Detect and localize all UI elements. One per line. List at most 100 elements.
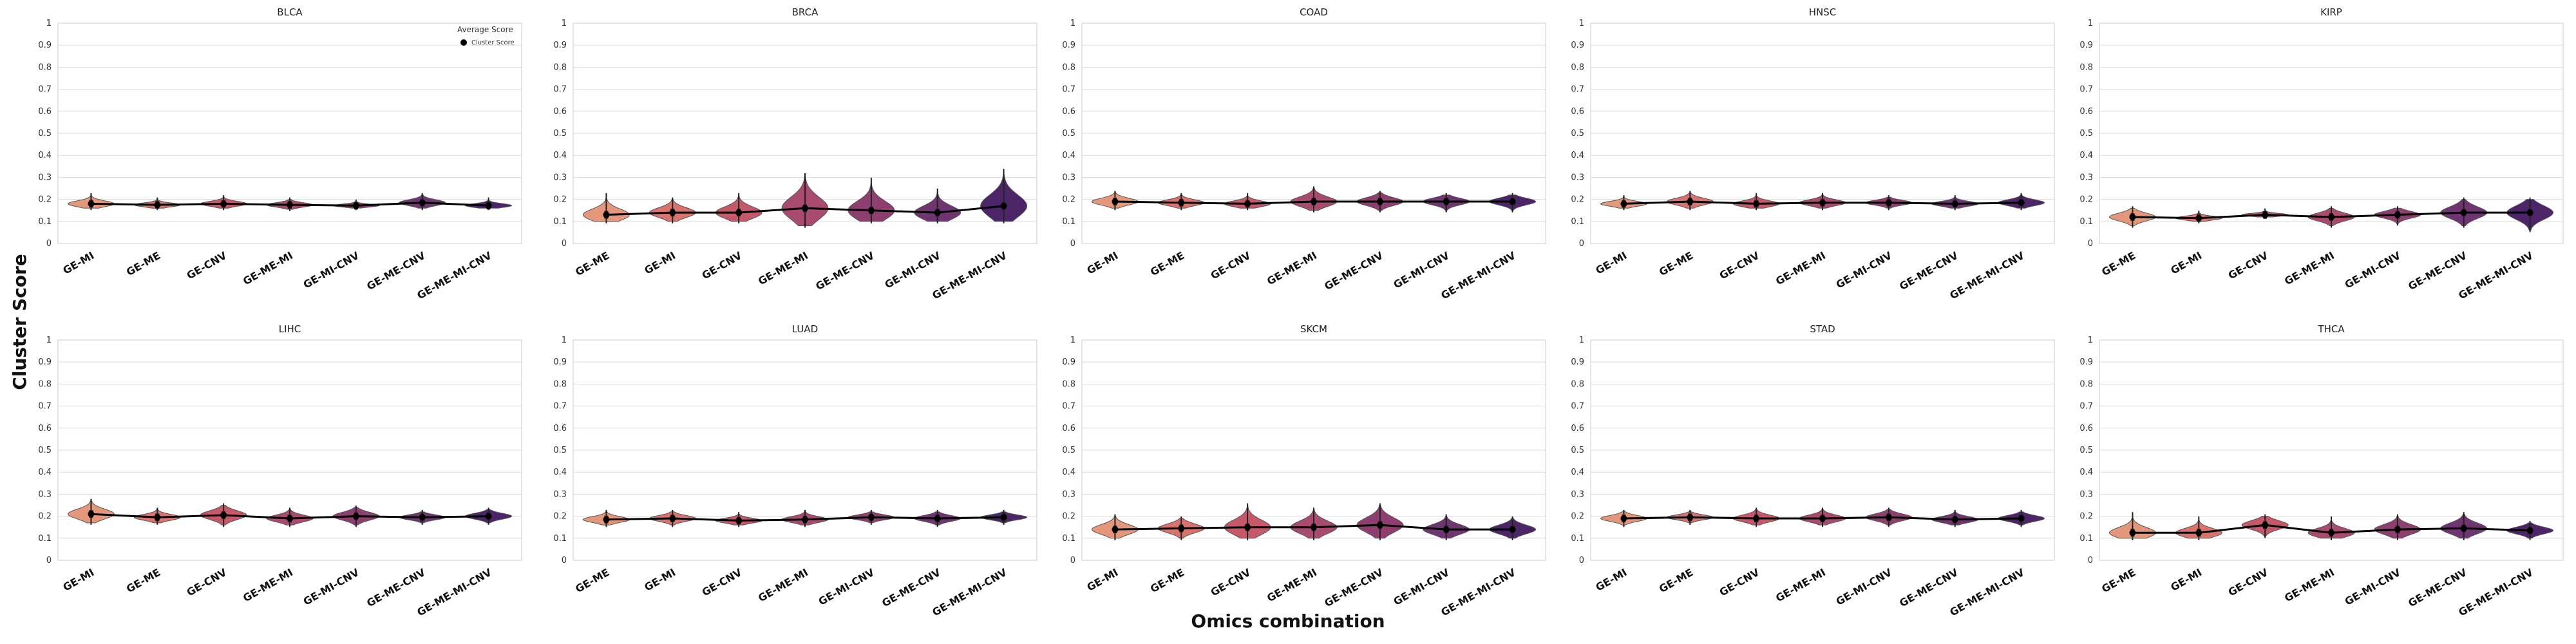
x-tick-label: GE-ME-MI xyxy=(1774,566,1828,604)
average-score-point xyxy=(2460,209,2467,216)
y-tick-label: 0.5 xyxy=(2079,446,2093,455)
average-score-point xyxy=(735,517,743,524)
y-tick-label: 0.2 xyxy=(1571,512,1584,522)
y-tick-label: 0.7 xyxy=(553,402,567,412)
x-tick-label: GE-CNV xyxy=(700,566,744,599)
average-score-point xyxy=(154,514,161,521)
y-tick-label: 0.1 xyxy=(1571,217,1584,227)
x-tick-label: GE-MI xyxy=(2168,249,2204,277)
average-score-point xyxy=(1311,198,1317,205)
average-score-point xyxy=(934,515,941,522)
y-tick-label: 1 xyxy=(46,336,52,345)
panel-stad: 0 0.1 0.2 0.3 0.4 0.5 0.6 0.7 0.8 0.9 1 STAD GE-MI GE… xyxy=(1571,323,2055,619)
x-tick-label: GE-ME-MI xyxy=(756,566,810,604)
y-tick-label: 0.3 xyxy=(2079,489,2093,499)
x-tick-label: GE-ME-CNV xyxy=(365,249,428,293)
y-tick-label: 0 xyxy=(1070,556,1075,565)
y-tick-label: 0.6 xyxy=(1062,107,1075,117)
y-tick-label: 0 xyxy=(562,556,567,565)
x-tick-label: GE-ME-MI-CNV xyxy=(1947,249,2027,302)
y-tick-label: 0.9 xyxy=(1062,357,1075,367)
y-tick-label: 0.9 xyxy=(1062,41,1075,50)
x-tick-label: GE-CNV xyxy=(1209,249,1253,282)
y-tick-label: 0.7 xyxy=(1062,85,1075,95)
panel-thca: 0 0.1 0.2 0.3 0.4 0.5 0.6 0.7 0.8 0.9 1 THCA GE-ME GE… xyxy=(2079,323,2564,619)
y-tick-label: 0.4 xyxy=(1571,151,1584,160)
x-tick-label: GE-MI-CNV xyxy=(882,249,943,291)
y-tick-label: 0.4 xyxy=(2079,151,2093,160)
panel-skcm: 0 0.1 0.2 0.3 0.4 0.5 0.6 0.7 0.8 0.9 1 SKCM GE-MI GE… xyxy=(1062,323,1546,619)
y-tick-label: 0.7 xyxy=(38,85,52,95)
y-tick-label: 1 xyxy=(1070,19,1075,28)
y-tick-label: 0.1 xyxy=(38,534,52,544)
y-tick-label: 0.6 xyxy=(38,107,52,117)
plot-frame xyxy=(1590,23,2055,244)
x-tick-label: GE-ME xyxy=(573,249,611,278)
x-tick-label: GE-CNV xyxy=(185,249,229,282)
y-tick-label: 0.5 xyxy=(38,446,52,455)
x-tick-label: GE-CNV xyxy=(2226,249,2271,282)
y-tick-label: 0.9 xyxy=(553,357,567,367)
y-tick-label: 0.2 xyxy=(553,195,567,205)
average-score-point xyxy=(2328,213,2334,220)
y-tick-label: 1 xyxy=(562,336,567,345)
y-tick-label: 0.1 xyxy=(1062,217,1075,227)
y-tick-label: 0.7 xyxy=(1571,85,1584,95)
average-score-point xyxy=(352,513,359,520)
y-tick-label: 0.5 xyxy=(553,129,567,138)
average-score-point xyxy=(2129,213,2136,220)
average-score-point xyxy=(2394,526,2401,533)
y-tick-label: 0.2 xyxy=(2079,512,2093,522)
y-tick-label: 0 xyxy=(2088,556,2093,565)
average-score-point xyxy=(154,202,161,209)
x-tick-label: GE-ME-MI-CNV xyxy=(415,566,494,619)
x-tick-label: GE-MI xyxy=(1593,566,1629,594)
average-score-point xyxy=(419,514,426,521)
x-tick-label: GE-MI xyxy=(2168,566,2204,594)
panel-kirp: 0 0.1 0.2 0.3 0.4 0.5 0.6 0.7 0.8 0.9 1 KIRP GE-ME GE… xyxy=(2079,6,2564,302)
average-score-point xyxy=(2018,515,2025,522)
x-tick-label: GE-MI-CNV xyxy=(2343,249,2403,291)
y-tick-label: 0.4 xyxy=(1062,468,1075,477)
panel-blca: 0 0.1 0.2 0.3 0.4 0.5 0.6 0.7 0.8 0.9 1 BLCA GE-MI GE… xyxy=(38,6,522,302)
y-tick-label: 0.3 xyxy=(553,173,567,182)
x-tick-label: GE-CNV xyxy=(185,566,229,599)
average-score-point xyxy=(1819,515,1826,522)
y-tick-label: 1 xyxy=(46,19,52,28)
average-score-point xyxy=(669,515,676,522)
x-tick-label: GE-ME-CNV xyxy=(2406,249,2469,293)
average-score-point xyxy=(1753,515,1760,522)
average-score-point xyxy=(1112,198,1119,205)
x-axis-label: Omics combination xyxy=(1191,611,1385,632)
y-tick-label: 1 xyxy=(562,19,567,28)
average-score-point xyxy=(220,511,227,518)
average-score-point xyxy=(1311,524,1317,531)
average-score-point xyxy=(2195,529,2202,536)
x-tick-label: GE-MI-CNV xyxy=(301,566,362,608)
y-tick-label: 0.2 xyxy=(553,512,567,522)
average-score-point xyxy=(1509,526,1516,533)
average-score-point xyxy=(1000,202,1007,209)
x-tick-label: GE-ME-MI xyxy=(756,249,810,287)
y-tick-label: 0.2 xyxy=(1062,512,1075,522)
panel-lihc: 0 0.1 0.2 0.3 0.4 0.5 0.6 0.7 0.8 0.9 1 LIHC GE-MI GE… xyxy=(38,323,522,619)
average-score-point xyxy=(88,200,95,207)
plot-frame xyxy=(1081,339,1546,561)
y-tick-label: 0.3 xyxy=(2079,173,2093,182)
x-tick-label: GE-MI xyxy=(1084,249,1120,277)
y-tick-label: 0.2 xyxy=(38,512,52,522)
x-tick-label: GE-MI xyxy=(642,249,677,277)
x-tick-label: GE-ME-CNV xyxy=(365,566,428,610)
y-tick-label: 0.5 xyxy=(38,129,52,138)
y-tick-label: 0.8 xyxy=(38,62,52,72)
x-tick-label: GE-ME-MI-CNV xyxy=(1947,566,2027,619)
average-score-point xyxy=(735,209,743,216)
y-tick-label: 0 xyxy=(46,556,52,565)
x-tick-label: GE-ME-CNV xyxy=(1897,249,1960,293)
y-tick-label: 0 xyxy=(562,239,567,249)
plot-frame xyxy=(57,23,522,244)
average-score-point xyxy=(419,199,426,206)
y-tick-label: 0.6 xyxy=(1062,424,1075,433)
average-score-point xyxy=(1885,514,1892,521)
panel-title: SKCM xyxy=(1300,323,1327,335)
